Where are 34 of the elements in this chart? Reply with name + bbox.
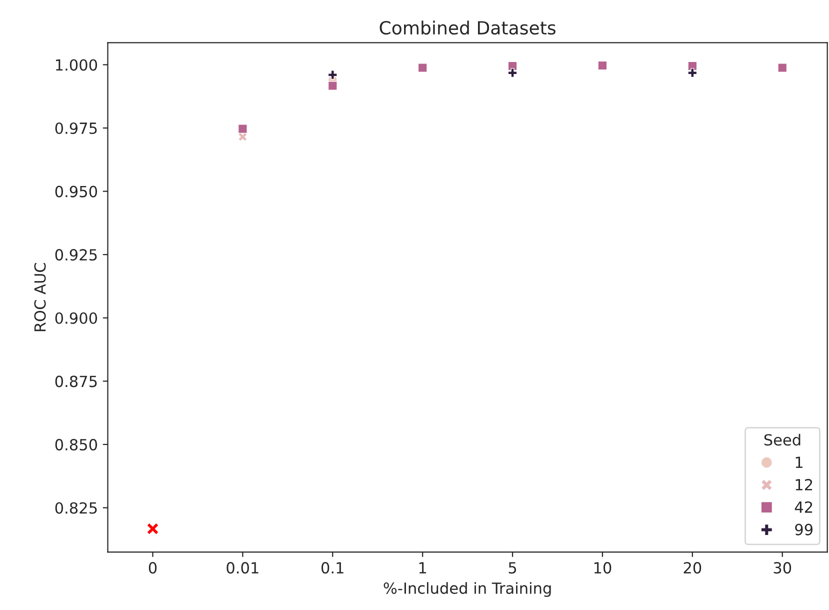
x-tick-label: 10 xyxy=(594,562,612,574)
x-tick-label: 0 xyxy=(148,562,157,574)
y-tick-label: 0.950 xyxy=(55,186,98,198)
y-tick-label: 0.850 xyxy=(55,438,98,450)
x-axis-title: %-Included in Training xyxy=(384,582,551,597)
y-tick-label: 0.925 xyxy=(55,249,97,261)
point xyxy=(778,63,788,73)
x-tick-label: 20 xyxy=(684,562,702,574)
x-tick-label: 1 xyxy=(419,562,426,574)
y-tick-label: 0.875 xyxy=(55,376,97,388)
legend-title: Seed xyxy=(764,434,800,446)
point xyxy=(418,63,428,73)
point xyxy=(328,70,338,80)
x-tick-label: 30 xyxy=(774,562,792,574)
x-tick-label: 0.01 xyxy=(226,562,258,574)
point xyxy=(238,124,248,134)
point xyxy=(328,80,338,90)
legend-label: 1 xyxy=(796,456,802,468)
y-axis-title: ROC AUC xyxy=(34,262,46,332)
chart-title: Combined Datasets xyxy=(380,20,556,35)
legend-label: 12 xyxy=(796,478,812,490)
legend-label: 42 xyxy=(794,501,812,513)
point xyxy=(508,68,518,78)
point xyxy=(238,132,248,142)
legend-label: 99 xyxy=(795,524,813,536)
x-tick-label: 0.1 xyxy=(321,562,344,574)
x-tick-label: 5 xyxy=(508,562,516,574)
point xyxy=(146,522,159,535)
point xyxy=(688,68,698,78)
y-tick-label: 0.825 xyxy=(55,502,97,514)
y-tick-label: 0.900 xyxy=(55,312,98,324)
y-tick-label: 1.000 xyxy=(56,59,98,71)
y-tick-label: 0.975 xyxy=(55,122,97,134)
point xyxy=(598,60,608,70)
